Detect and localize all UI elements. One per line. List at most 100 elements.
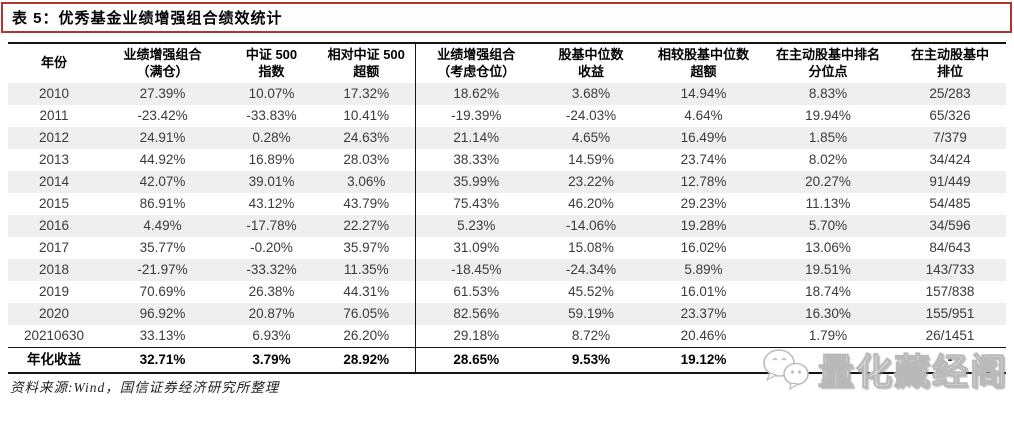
col-header-rank-position: 在主动股基中 排位 xyxy=(894,43,1006,83)
value-cell: 54/485 xyxy=(929,196,971,211)
value-cell: 43.12% xyxy=(248,196,295,211)
value-cell: 19.28% xyxy=(680,218,727,233)
table-row: 2014 42.07% 39.01% 3.06% 35.99% 23.22% 12.78% 2… xyxy=(8,171,1006,193)
value-cell: 20.46% xyxy=(680,328,727,343)
watermark-text: 量化藏经阁 xyxy=(817,350,1008,392)
value-cell: 10.07% xyxy=(248,86,295,101)
watermark-dash xyxy=(950,356,957,359)
table-row: 2015 86.91% 43.12% 43.79% 75.43% 46.20% 29.23%… xyxy=(8,193,1006,215)
table-row: 2018 -21.97% -33.32% 11.35% -18.45% -24.34% 5.… xyxy=(8,259,1006,281)
value-cell: 19.12% xyxy=(645,347,762,373)
value-cell: 3.68% xyxy=(571,86,611,101)
value-cell: 24.91% xyxy=(139,130,186,145)
value-cell: 65/326 xyxy=(929,108,971,123)
value-cell: 143/733 xyxy=(925,262,975,277)
value-cell: 5.23% xyxy=(414,215,537,237)
col-header-fund-median-return: 股基中位数 收益 xyxy=(537,43,645,83)
value-cell: 46.20% xyxy=(568,196,614,211)
value-cell: 42.07% xyxy=(139,174,186,189)
value-cell: -14.06% xyxy=(565,218,617,233)
value-cell: 20.27% xyxy=(805,174,851,189)
value-cell: 27.39% xyxy=(139,86,186,101)
value-cell: -24.03% xyxy=(565,108,617,123)
table-row: 2012 24.91% 0.28% 24.63% 21.14% 4.65% 16.49% 1.… xyxy=(8,127,1006,149)
value-cell: 13.06% xyxy=(805,240,851,255)
table-row: 2013 44.92% 16.89% 28.03% 38.33% 14.59% 23.74%… xyxy=(8,149,1006,171)
year-cell: 2011 xyxy=(39,108,69,123)
col-header-excess-vs-median: 相较股基中位数 超额 xyxy=(645,43,762,83)
table-row: 2016 4.49% -17.78% 22.27% 5.23% -14.06% 19.28%… xyxy=(8,215,1006,237)
value-cell: 16.49% xyxy=(680,130,727,145)
value-cell: -24.34% xyxy=(565,262,617,277)
wechat-watermark: 量化藏经阁 xyxy=(760,346,1008,397)
value-cell: 14.94% xyxy=(680,86,727,101)
performance-table-wrapper: 年份 业绩增强组合 （满仓） 中证 500 指数 相对中证 500 超额 xyxy=(8,42,1006,374)
table-title-box: 表 5：优秀基金业绩增强组合绩效统计 xyxy=(1,2,1012,33)
value-cell: 17.32% xyxy=(343,86,390,101)
year-cell: 2012 xyxy=(38,130,70,145)
col-header-csi500-index: 中证 500 指数 xyxy=(225,43,318,83)
value-cell: 24.63% xyxy=(343,130,390,145)
value-cell: -17.78% xyxy=(246,218,297,233)
watermark-dash xyxy=(826,357,833,360)
value-cell: 82.56% xyxy=(414,303,537,325)
value-cell: 34/424 xyxy=(929,152,971,167)
value-cell: 91/449 xyxy=(929,174,971,189)
value-cell: 26.38% xyxy=(248,284,295,299)
value-cell: -33.83% xyxy=(246,108,297,123)
year-cell: 20210630 xyxy=(23,328,85,343)
value-cell: -0.20% xyxy=(250,240,293,255)
value-cell: 0.28% xyxy=(252,130,291,145)
value-cell: 9.53% xyxy=(537,347,645,373)
col-header-excess-vs-csi500: 相对中证 500 超额 xyxy=(318,43,415,83)
value-cell: 28.65% xyxy=(414,347,537,373)
value-cell: 76.05% xyxy=(343,306,390,321)
value-cell: 3.06% xyxy=(347,174,386,189)
value-cell: 20.87% xyxy=(248,306,295,321)
value-cell: 23.37% xyxy=(680,306,727,321)
value-cell: 15.08% xyxy=(568,240,614,255)
value-cell: -33.32% xyxy=(246,262,297,277)
table-row: 2017 35.77% -0.20% 35.97% 31.09% 15.08% 16.02%… xyxy=(8,237,1006,259)
value-cell: 4.49% xyxy=(143,218,182,233)
year-cell: 2016 xyxy=(38,218,70,233)
summary-label: 年化收益 xyxy=(8,347,100,373)
value-cell: 4.65% xyxy=(571,130,611,145)
year-cell: 2019 xyxy=(38,284,70,299)
value-cell: 19.51% xyxy=(805,262,851,277)
value-cell: 84/643 xyxy=(929,240,971,255)
value-cell: 11.35% xyxy=(343,262,389,277)
col-header-year: 年份 xyxy=(8,43,100,83)
col-header-rank-percentile: 在主动股基中排名 分位点 xyxy=(762,43,894,83)
value-cell: -23.42% xyxy=(137,108,188,123)
value-cell: 18.74% xyxy=(805,284,851,299)
col-header-enhanced-position: 业绩增强组合 （考虑仓位） xyxy=(414,43,537,83)
value-cell: 25/283 xyxy=(929,86,971,101)
value-cell: 35.97% xyxy=(343,240,390,255)
value-cell: 96.92% xyxy=(139,306,186,321)
value-cell: 45.52% xyxy=(568,284,614,299)
wechat-icon xyxy=(760,346,812,397)
value-cell: 75.43% xyxy=(414,193,537,215)
value-cell: 11.13% xyxy=(805,196,851,211)
value-cell: -18.45% xyxy=(414,259,537,281)
year-cell: 2013 xyxy=(38,152,70,167)
table-title: 表 5：优秀基金业绩增强组合绩效统计 xyxy=(12,10,283,27)
col-header-enhanced-full: 业绩增强组合 （满仓） xyxy=(100,43,225,83)
value-cell: 35.99% xyxy=(414,171,537,193)
year-cell: 2017 xyxy=(38,240,70,255)
year-cell: 2014 xyxy=(38,174,70,189)
value-cell: 28.92% xyxy=(318,347,415,373)
value-cell: 16.30% xyxy=(805,306,851,321)
value-cell: 31.09% xyxy=(414,237,537,259)
value-cell: 35.77% xyxy=(139,240,186,255)
table-row: 2020 96.92% 20.87% 76.05% 82.56% 59.19% 23.37%… xyxy=(8,303,1006,325)
value-cell: 16.01% xyxy=(680,284,727,299)
value-cell: 86.91% xyxy=(139,196,186,211)
value-cell: 10.41% xyxy=(343,108,390,123)
value-cell: 4.64% xyxy=(684,108,723,123)
value-cell: 12.78% xyxy=(680,174,727,189)
value-cell: 155/951 xyxy=(925,306,975,321)
value-cell: 21.14% xyxy=(414,127,537,149)
